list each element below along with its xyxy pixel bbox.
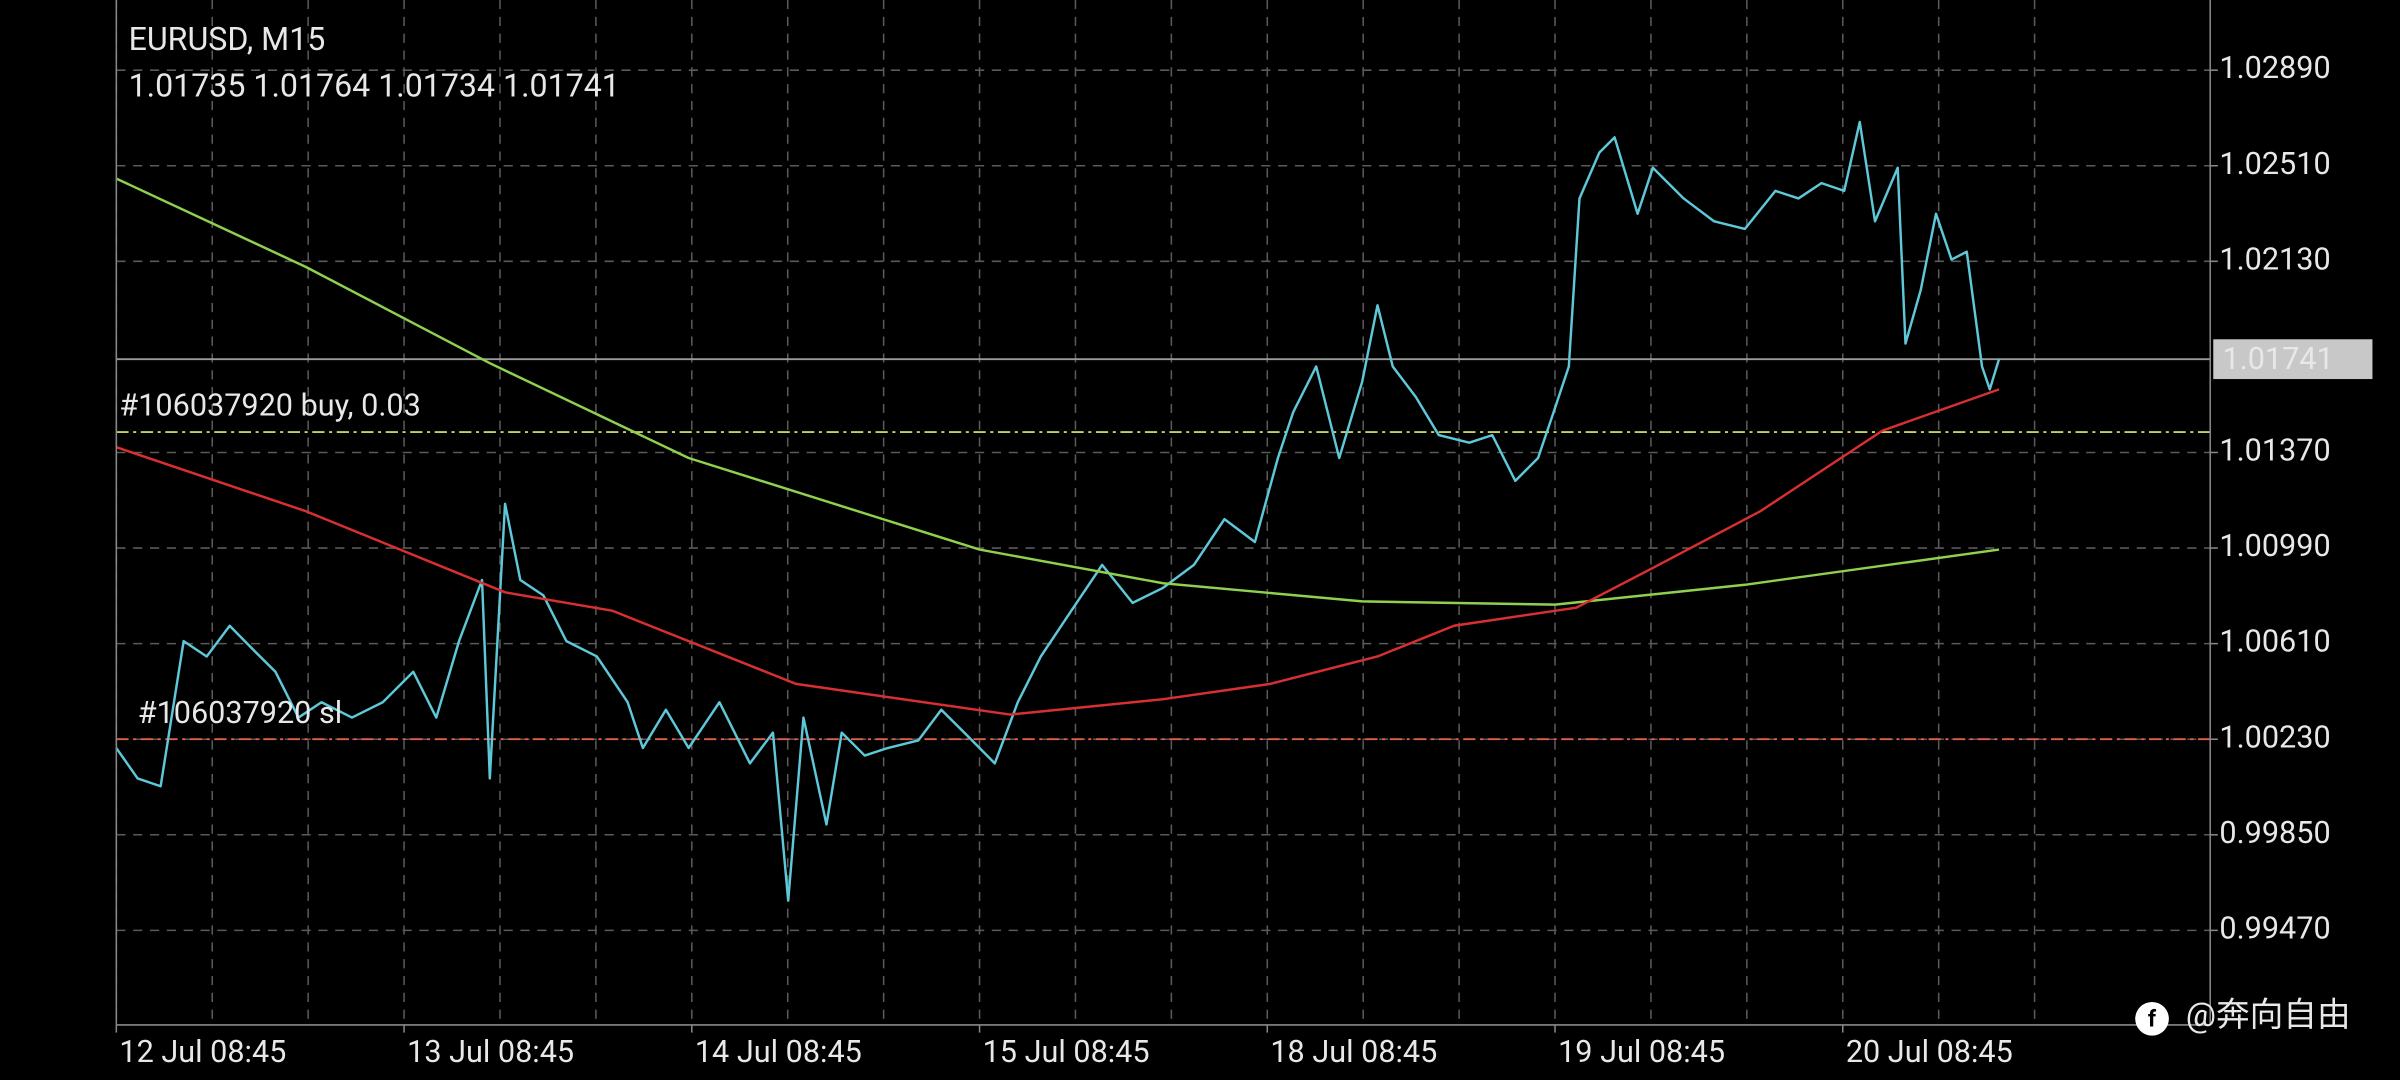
x-tick-label: 20 Jul 08:45 <box>1846 1035 2013 1070</box>
x-tick-label: 13 Jul 08:45 <box>407 1035 574 1070</box>
y-tick-label: 1.01370 <box>2219 434 2330 469</box>
y-tick-label: 1.00610 <box>2219 625 2330 660</box>
watermark-logo: f <box>2135 1001 2169 1036</box>
y-tick-label: 1.00990 <box>2219 529 2330 564</box>
moving-average <box>115 177 2000 606</box>
price-line <box>115 120 2001 902</box>
y-tick-label: 1.00230 <box>2219 720 2330 755</box>
y-tick-label: 0.99850 <box>2219 816 2330 851</box>
x-tick-label: 19 Jul 08:45 <box>1558 1035 1725 1070</box>
x-tick-label: 12 Jul 08:45 <box>119 1035 286 1070</box>
x-tick-label: 14 Jul 08:45 <box>695 1035 862 1070</box>
plot <box>115 120 2211 902</box>
ohlc: 1.01735 1.01764 1.01734 1.01741 <box>129 67 620 105</box>
order-label: #106037920 buy, 0.03 <box>119 389 420 424</box>
order-label: #106037920 sl <box>138 696 342 731</box>
x-tick-label: 18 Jul 08:45 <box>1270 1035 1437 1070</box>
chart-title: EURUSD, M15 <box>129 20 326 58</box>
bid-label-box <box>2213 339 2373 380</box>
bid-label: 1.01741 <box>2222 342 2333 377</box>
moving-average <box>115 388 2000 716</box>
watermark: @奔向自由 <box>2186 996 2351 1035</box>
close: 1.01741 <box>503 67 620 105</box>
y-tick-label: 1.02510 <box>2219 147 2330 182</box>
x-tick-label: 15 Jul 08:45 <box>983 1035 1150 1070</box>
svg-text:f: f <box>2148 1005 2157 1032</box>
low: 1.01734 <box>378 67 495 105</box>
y-tick-label: 1.02890 <box>2219 51 2330 86</box>
y-tick-label: 1.02130 <box>2219 242 2330 277</box>
y-tick-label: 0.99470 <box>2219 911 2330 946</box>
high: 1.01764 <box>253 67 370 105</box>
open: 1.01735 <box>129 67 246 105</box>
